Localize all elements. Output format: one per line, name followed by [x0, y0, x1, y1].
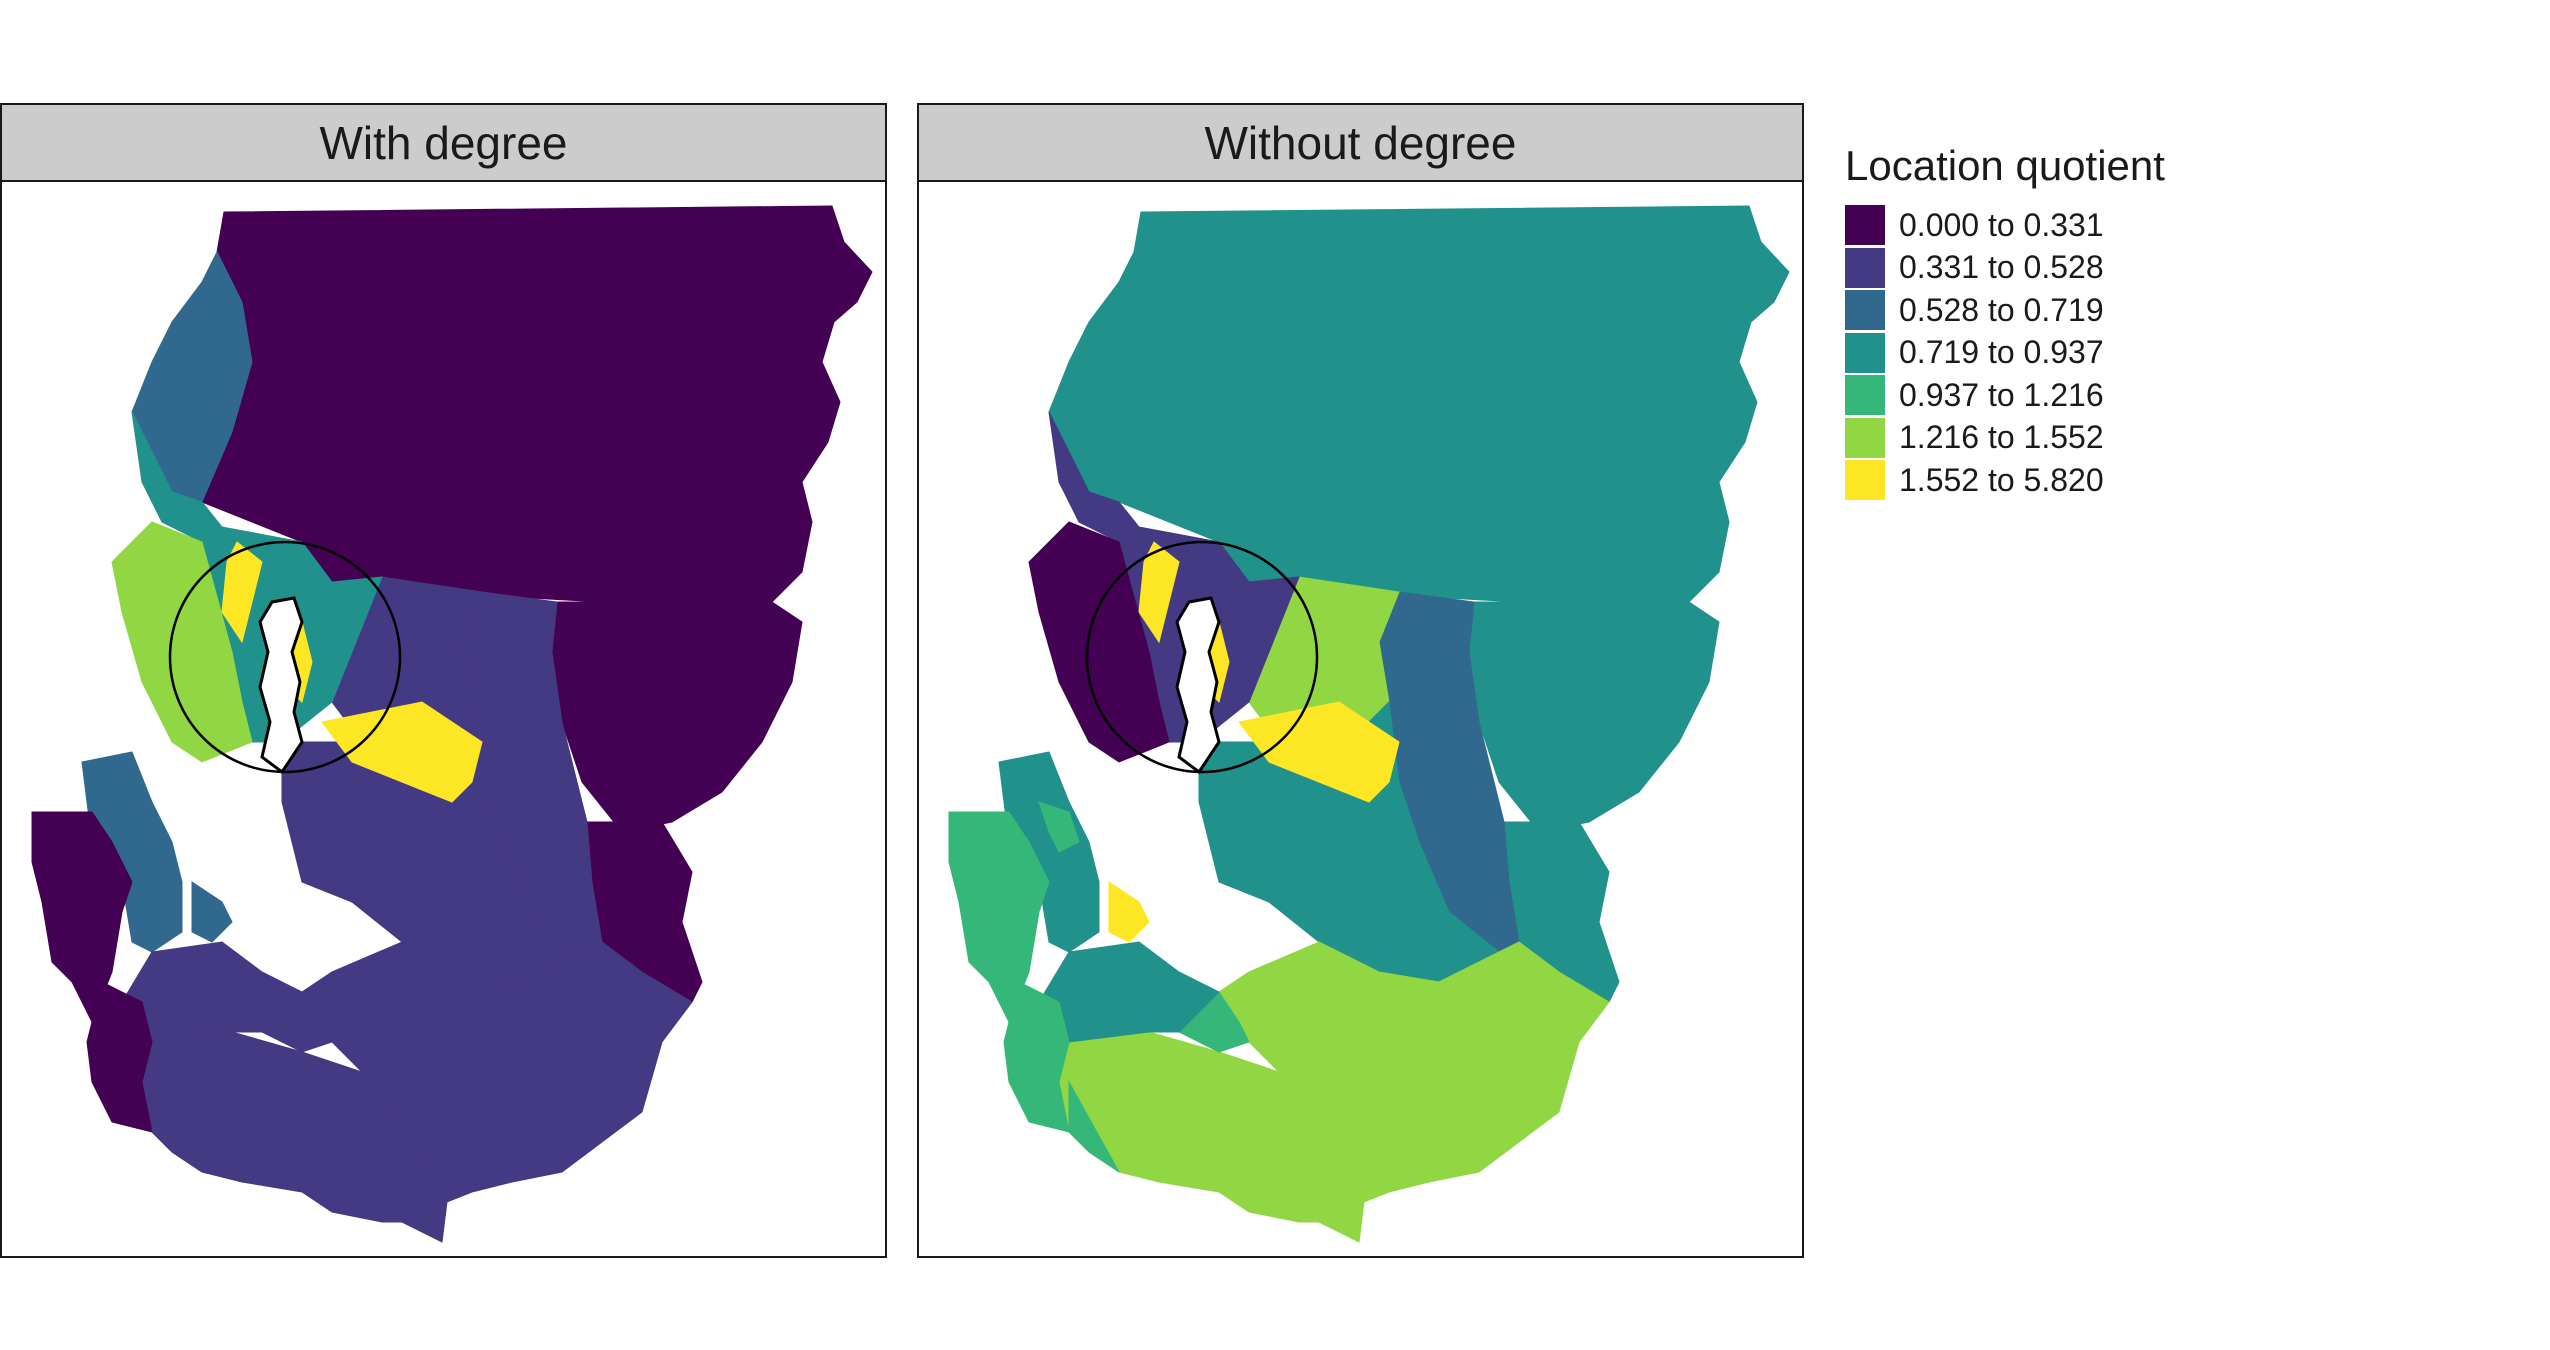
choropleth-map-without-degree: [948, 205, 1790, 1243]
legend-item: 0.937 to 1.216: [1845, 374, 2165, 417]
map-region: [1068, 1080, 1120, 1173]
map-region: [201, 205, 873, 503]
focus-circle: [168, 540, 402, 774]
legend-swatch: [1845, 205, 1885, 246]
map-region: [551, 601, 803, 833]
legend-label: 1.216 to 1.552: [1899, 419, 2104, 456]
focus-circle: [1085, 540, 1319, 774]
legend-item: 0.528 to 0.719: [1845, 289, 2165, 332]
map-region: [151, 1080, 203, 1173]
map-region: [1468, 601, 1720, 833]
choropleth-map-with-degree: [31, 205, 873, 1243]
map-region: [1038, 801, 1080, 853]
map-region: [1028, 521, 1170, 763]
map-panel-with-degree: With degree: [0, 103, 887, 1258]
map-region: [1138, 541, 1180, 644]
legend-item: 1.216 to 1.552: [1845, 417, 2165, 460]
legend-swatch: [1845, 247, 1885, 288]
map-region: [1238, 701, 1400, 803]
legend-title: Location quotient: [1845, 142, 2165, 189]
legend-items: 0.000 to 0.331 0.331 to 0.528 0.528 to 0…: [1845, 204, 2165, 502]
panel-title-with-degree: With degree: [2, 105, 885, 182]
map-region: [191, 881, 233, 943]
legend-label: 0.719 to 0.937: [1899, 334, 2104, 371]
legend-swatch: [1845, 332, 1885, 373]
map-region: [221, 541, 263, 644]
map-region: [86, 981, 153, 1133]
legend-label: 1.552 to 5.820: [1899, 461, 2104, 498]
legend-label: 0.000 to 0.331: [1899, 206, 2104, 243]
legend-label: 0.937 to 1.216: [1899, 376, 2104, 413]
map-region: [1118, 205, 1790, 503]
legend-label: 0.331 to 0.528: [1899, 249, 2104, 286]
lake-outline: [258, 596, 304, 775]
legend-label: 0.528 to 0.719: [1899, 291, 2104, 328]
lake-outline: [1175, 596, 1221, 775]
panel-title-without-degree: Without degree: [919, 105, 1802, 182]
legend-item: 1.552 to 5.820: [1845, 459, 2165, 502]
map-region: [1108, 881, 1150, 943]
legend: Location quotient 0.000 to 0.331 0.331 t…: [1845, 142, 2165, 502]
map-region: [1003, 981, 1070, 1133]
map-region: [111, 521, 253, 763]
legend-item: 0.331 to 0.528: [1845, 247, 2165, 290]
legend-swatch: [1845, 290, 1885, 331]
map-region: [321, 701, 483, 803]
map-region: [121, 801, 163, 853]
legend-swatch: [1845, 375, 1885, 416]
map-panel-without-degree: Without degree: [917, 103, 1804, 1258]
legend-swatch: [1845, 460, 1885, 501]
legend-item: 0.719 to 0.937: [1845, 332, 2165, 375]
legend-swatch: [1845, 417, 1885, 458]
legend-item: 0.000 to 0.331: [1845, 204, 2165, 247]
